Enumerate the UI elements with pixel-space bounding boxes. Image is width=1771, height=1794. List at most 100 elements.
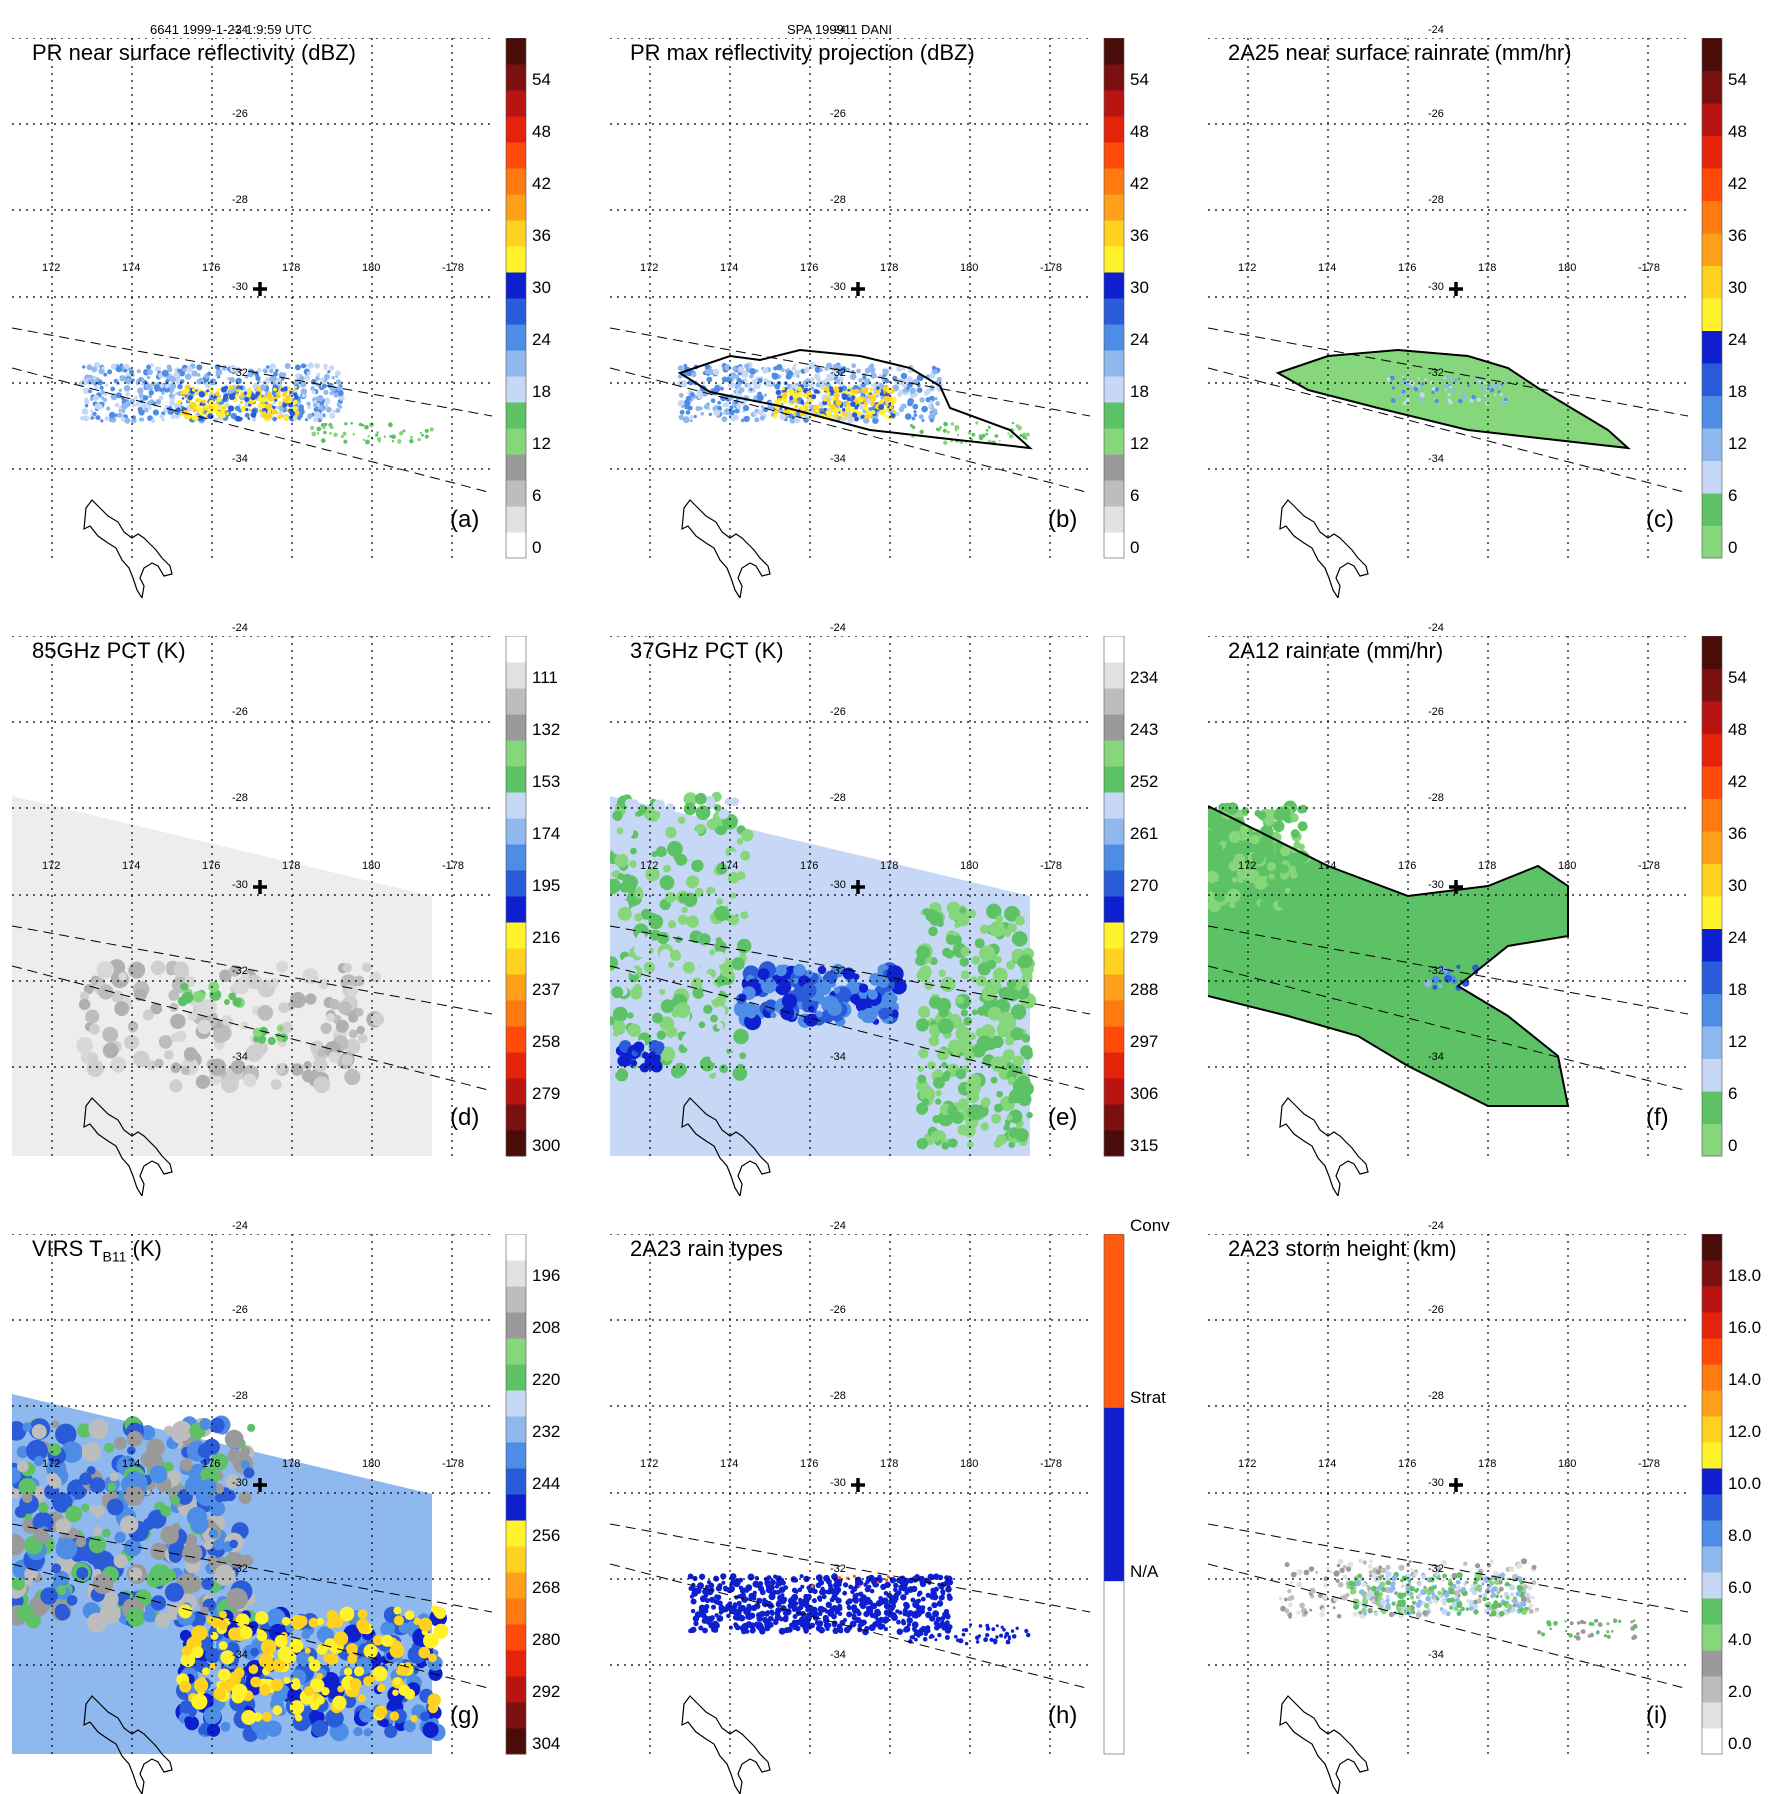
colorbar-tick-label: Conv [1130,1216,1170,1236]
pct-pixel [695,793,707,805]
reflectivity-core-pixel [282,392,287,397]
reflectivity-core-pixel [842,408,845,411]
reflectivity-pixel [418,438,421,441]
rain-type-pixel [751,1605,757,1611]
pct-cold-pixel [633,1042,644,1053]
tb-pixel [169,1550,182,1563]
tb-pixel [49,1443,61,1455]
pct-pixel [614,854,628,868]
reflectivity-core-pixel [806,391,810,395]
storm-height-pixel [1279,1597,1283,1601]
pct-pixel [89,1024,100,1035]
pct-pixel [740,911,748,919]
colorbar-segment [1104,1373,1124,1408]
pct-pixel [247,975,262,990]
panel-letter-label: (f) [1646,1104,1669,1132]
rain-type-pixel [695,1611,702,1618]
rain-type-pixel [999,1634,1003,1638]
panel-title-suffix: (K) [126,1236,161,1261]
rain-type-pixel [708,1622,714,1628]
reflectivity-core-pixel [294,395,298,399]
colorbar-segment [1104,454,1124,481]
rainrate-pixel [1480,386,1484,390]
rain-type-pixel [714,1599,720,1605]
pct-pixel [114,1001,129,1016]
colorbar-segment [506,1624,526,1651]
colorbar-segment [1702,864,1722,897]
colorbar-segment [506,506,526,533]
storm-center-marker [851,1478,865,1492]
rain-type-pixel [965,1642,968,1645]
pct-pixel [981,986,996,1001]
tb-pixel [146,1439,165,1458]
storm-height-pixel [1503,1609,1506,1612]
colorbar-segment [1104,532,1124,559]
storm-height-pixel [1531,1580,1536,1585]
rainrate-pixel [1267,862,1276,871]
reflectivity-pixel [137,387,143,393]
panel-letter-label: (c) [1646,506,1674,534]
storm-center-marker [1449,282,1463,296]
tb-pixel [32,1424,47,1439]
pct-pixel [619,934,635,950]
reflectivity-core-pixel [248,387,251,390]
colorbar-segment [1104,142,1124,169]
rain-type-pixel [811,1608,818,1615]
pct-pixel [169,1079,182,1092]
pct-pixel [665,827,676,838]
storm-height-pixel [1376,1566,1379,1569]
tb-pixel [143,1609,156,1622]
pct-pixel [967,1141,974,1148]
rain-type-pixel [947,1626,951,1630]
rain-type-pixel [746,1621,753,1628]
pct-pixel [697,954,710,967]
rain-type-pixel [763,1618,769,1624]
reflectivity-pixel [744,363,749,368]
rain-type-pixel [737,1601,742,1606]
pct-pixel [916,1018,929,1031]
reflectivity-pixel [85,404,88,407]
rain-type-pixel [853,1598,859,1604]
colorbar-segment [506,246,526,273]
tb-cold-pixel [192,1646,204,1658]
reflectivity-core-pixel [850,390,854,394]
pct-pixel [696,824,706,834]
reflectivity-pixel [177,384,182,389]
reflectivity-pixel [378,440,381,443]
pct-pixel [948,1040,961,1053]
rain-type-pixel [917,1599,921,1603]
rain-type-pixel [753,1591,757,1595]
colorbar-segment [1104,636,1124,663]
colorbar-tick-label: 42 [1130,174,1149,194]
tb-cold-pixel [327,1653,339,1665]
map-canvas [1208,636,1771,1196]
pct-pixel [171,1062,181,1072]
pct-cold-pixel [805,1014,818,1027]
colorbar-segment [1104,1269,1124,1304]
pct-pixel [613,1030,620,1037]
colorbar-segment [506,818,526,845]
storm-height-pixel [1441,1578,1445,1582]
colorbar-segment [1104,402,1124,429]
pct-pixel [741,829,753,841]
rain-type-pixel [937,1600,943,1606]
pct-pixel [1005,1037,1014,1046]
pct-pixel [730,908,737,915]
rainrate-pixel [1451,378,1455,382]
storm-height-pixel [1532,1565,1537,1570]
colorbar-segment [506,1676,526,1703]
rain-type-convective-pixel [838,1576,841,1579]
colorbar-segment [1104,1303,1124,1338]
storm-height-pixel [1288,1602,1293,1607]
reflectivity-pixel [924,390,930,396]
reflectivity-core-pixel [884,396,889,401]
pct-pixel [690,877,700,887]
colorbar-segment [1104,714,1124,741]
longitude-label: -178 [1040,262,1062,274]
pct-pixel [628,1024,641,1037]
reflectivity-pixel [197,373,201,377]
colorbar-segment [506,844,526,871]
colorbar-segment [506,974,526,1001]
